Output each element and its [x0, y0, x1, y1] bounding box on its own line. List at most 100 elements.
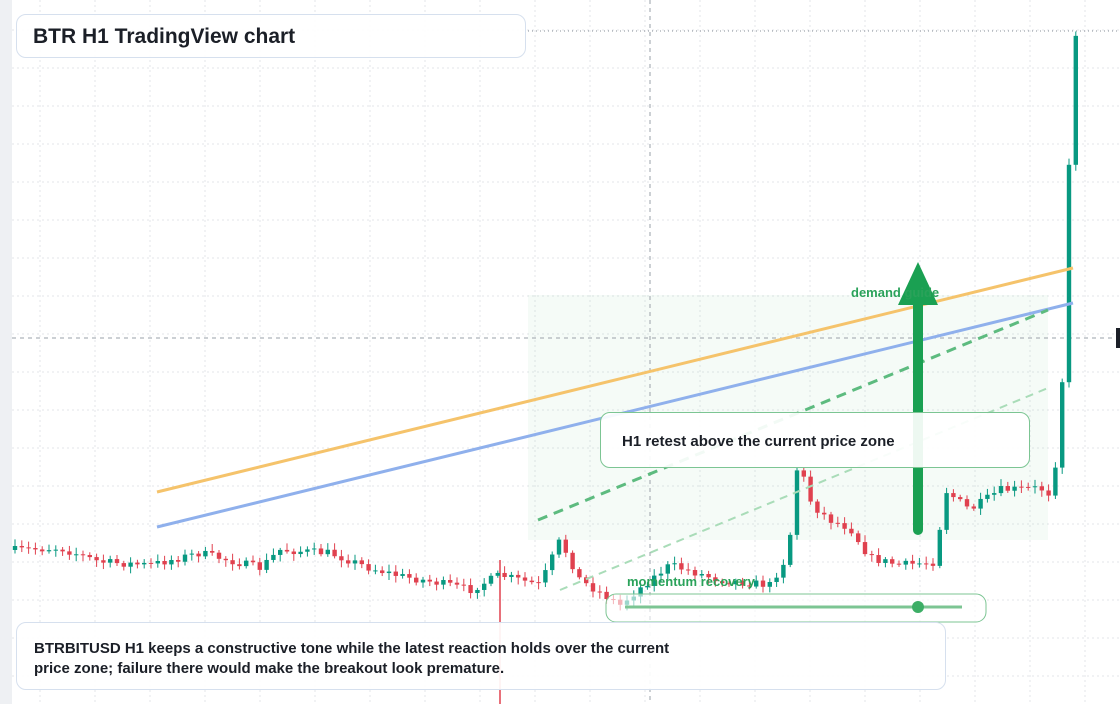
candle-body — [74, 554, 79, 556]
candle-body — [339, 556, 344, 561]
momentum-label: momentum recovery — [627, 574, 755, 589]
candle-body — [930, 563, 936, 566]
candle-body — [407, 574, 412, 578]
candle-body — [278, 549, 283, 555]
candle-body — [570, 552, 575, 570]
caption-box: BTRBITUSD H1 keeps a constructive tone w… — [16, 622, 946, 690]
candle-body — [699, 574, 704, 576]
candle-body — [53, 549, 58, 551]
candle-body — [148, 562, 154, 564]
candle-body — [182, 554, 188, 562]
candle-body — [890, 559, 895, 564]
grid — [12, 0, 1120, 704]
candle-body — [706, 574, 711, 578]
candle-body — [556, 539, 562, 555]
candle-body — [563, 539, 568, 553]
candle-body — [944, 493, 949, 530]
candle-body — [1019, 486, 1024, 488]
candle-body — [808, 476, 813, 502]
candle-body — [386, 571, 392, 574]
candle-body — [250, 560, 256, 563]
candle-body — [937, 529, 942, 566]
candle-body — [244, 560, 249, 567]
candle-body — [400, 574, 405, 576]
candle-body — [135, 562, 140, 565]
candle-body — [346, 560, 351, 564]
candle-body — [985, 494, 990, 499]
candle-body — [516, 574, 521, 578]
title-box: BTR H1 TradingView chart — [16, 14, 526, 58]
candle-body — [774, 577, 779, 583]
candle-body — [454, 582, 460, 585]
candle-body — [434, 581, 439, 585]
candle-body — [713, 577, 718, 582]
candle-body — [978, 498, 983, 509]
candle-body — [992, 493, 997, 495]
candle-body — [495, 572, 500, 576]
candle-body — [468, 585, 473, 594]
candle-body — [869, 554, 874, 556]
candle-body — [475, 589, 480, 594]
candle-body — [325, 549, 330, 555]
candle-body — [169, 559, 174, 565]
candle-body — [1012, 486, 1017, 491]
candle-body — [543, 570, 548, 583]
candle-body — [237, 564, 242, 567]
candle-body — [142, 562, 147, 565]
candle-body — [509, 574, 514, 577]
candle-body — [740, 580, 745, 586]
candle-body — [645, 585, 650, 588]
candle-body — [359, 560, 364, 565]
candle-body — [964, 499, 970, 507]
candle-body — [80, 554, 86, 556]
candle-body — [155, 560, 160, 564]
candle-body — [665, 564, 670, 574]
candle-body — [216, 552, 222, 559]
candle-body — [1060, 382, 1065, 468]
candle-body — [332, 549, 337, 557]
candle-body — [822, 512, 827, 515]
candle-body — [604, 591, 609, 600]
candle-body — [849, 528, 854, 534]
candle-body — [12, 546, 18, 550]
candle-body — [584, 577, 589, 584]
title: BTR H1 TradingView chart — [33, 25, 296, 48]
price-tag — [1116, 328, 1120, 348]
candle-body — [971, 506, 976, 509]
candle-body — [754, 580, 759, 587]
candle-body — [815, 501, 820, 513]
candle-body — [1005, 486, 1010, 491]
candle-body — [1046, 490, 1051, 496]
candle-body — [176, 559, 181, 562]
candle-body — [951, 493, 956, 498]
candle-body — [577, 569, 582, 578]
caption: BTRBITUSD H1 keeps a constructive tone w… — [34, 640, 670, 677]
candle-body — [856, 533, 861, 543]
candle-body — [597, 591, 602, 593]
candle-body — [794, 470, 800, 535]
candle-body — [842, 523, 847, 529]
candle-body — [876, 555, 881, 563]
candle-body — [128, 562, 133, 567]
candle-body — [720, 581, 725, 584]
candle-body — [318, 548, 324, 555]
candle-body — [917, 563, 922, 565]
candle-body — [373, 570, 378, 572]
retest-label: H1 retest above the current price zone — [622, 433, 895, 450]
candle-body — [461, 584, 466, 586]
candle-body — [910, 560, 915, 564]
candle-body — [420, 579, 426, 583]
candle-body — [196, 553, 201, 557]
candle-body — [1053, 467, 1058, 496]
candle-body — [958, 497, 963, 500]
candle-body — [686, 569, 691, 571]
candle-body — [550, 554, 555, 571]
candle-body — [590, 583, 596, 592]
candle-body — [441, 580, 446, 585]
candle-body — [366, 564, 371, 571]
candle-body — [60, 549, 65, 552]
candle-body — [101, 560, 106, 563]
candle-body — [482, 583, 487, 590]
candle-body — [40, 549, 45, 552]
